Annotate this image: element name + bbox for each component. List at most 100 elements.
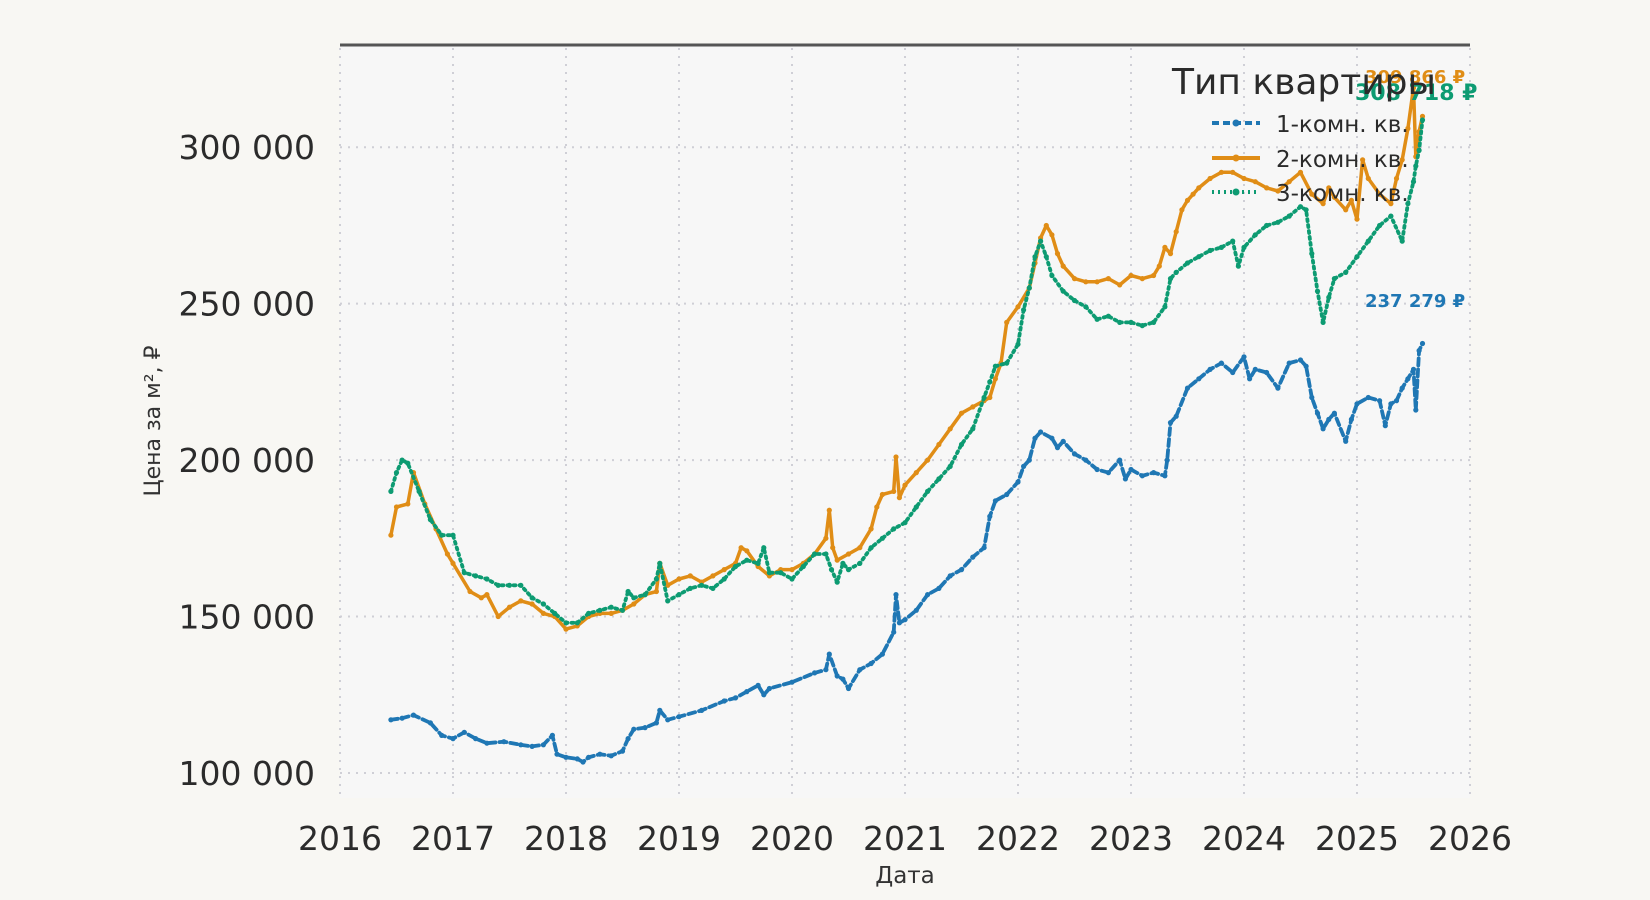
data-point <box>699 707 705 714</box>
data-point <box>1297 169 1304 175</box>
data-point <box>1004 360 1010 366</box>
data-point <box>653 588 660 595</box>
data-point <box>834 557 840 563</box>
data-point <box>416 488 422 494</box>
data-point <box>1173 269 1179 275</box>
data-point <box>992 498 999 504</box>
data-point <box>879 535 886 541</box>
data-point <box>461 570 467 576</box>
data-point <box>789 679 795 685</box>
data-point <box>484 740 490 746</box>
data-point <box>1054 251 1061 257</box>
x-axis-ticks: 2016 2017 2018 2019 2020 2021 2022 2023 2024 2025… <box>298 819 1512 858</box>
data-point <box>529 595 535 601</box>
data-point <box>1377 398 1383 404</box>
data-point <box>1151 272 1157 279</box>
data-point <box>1354 401 1360 407</box>
data-point <box>710 573 716 579</box>
data-point <box>925 592 931 598</box>
data-point <box>1405 376 1411 382</box>
data-point <box>467 588 473 595</box>
data-point <box>1343 438 1349 444</box>
data-point <box>554 751 560 757</box>
data-point <box>676 592 682 598</box>
data-point <box>1083 279 1089 285</box>
data-point <box>1354 216 1360 222</box>
data-point <box>893 592 899 598</box>
data-point <box>478 595 484 601</box>
data-point <box>1218 169 1224 175</box>
data-point <box>1049 435 1055 441</box>
x-tick-label: 2021 <box>863 819 947 858</box>
data-point <box>597 751 603 757</box>
data-point <box>840 560 846 567</box>
data-point <box>653 720 660 726</box>
data-point <box>947 426 953 432</box>
data-point <box>1241 175 1247 182</box>
data-point <box>1410 179 1417 185</box>
data-point <box>1264 369 1270 376</box>
data-point <box>1207 366 1213 372</box>
data-point <box>625 588 631 595</box>
data-point <box>1331 410 1337 416</box>
data-point <box>1054 445 1061 451</box>
data-point <box>393 504 400 510</box>
data-point <box>405 460 411 466</box>
data-point <box>1343 269 1349 275</box>
data-point <box>1015 304 1021 310</box>
data-point <box>1105 470 1111 476</box>
data-point <box>399 457 405 463</box>
data-point <box>1354 254 1360 260</box>
data-point <box>913 504 919 510</box>
data-point <box>1410 85 1417 91</box>
data-point <box>1297 357 1304 363</box>
data-point <box>1162 244 1168 250</box>
data-point <box>1173 413 1179 419</box>
data-point <box>1164 457 1170 463</box>
x-tick-label: 2024 <box>1202 819 1286 858</box>
data-point <box>1167 420 1174 426</box>
data-point <box>1139 276 1145 282</box>
data-point <box>789 576 795 582</box>
data-point <box>1230 169 1236 175</box>
data-point <box>529 743 535 750</box>
legend-label: 3-комн. кв. <box>1276 181 1409 207</box>
data-point <box>766 685 773 692</box>
data-point <box>987 513 993 520</box>
data-point <box>619 748 626 754</box>
data-point <box>1032 435 1038 441</box>
data-point <box>484 576 490 582</box>
data-point <box>1071 451 1078 457</box>
data-point <box>1179 207 1185 213</box>
data-point <box>1094 316 1100 322</box>
data-point <box>676 576 682 582</box>
data-point <box>830 545 836 551</box>
data-point <box>388 717 394 723</box>
data-point <box>826 507 832 513</box>
data-point <box>1286 213 1292 219</box>
data-point <box>732 563 739 570</box>
data-point <box>1241 244 1247 250</box>
data-point <box>676 714 682 720</box>
data-point <box>958 567 965 573</box>
data-point <box>1083 457 1089 463</box>
end-labels: 237 279 ₽ 309 866 ₽308 718 ₽ <box>1355 67 1477 312</box>
data-point <box>1207 175 1213 182</box>
data-point <box>1388 213 1394 219</box>
legend: Тип квартиры 1-комн. кв. 2-комн. кв. 3-ком… <box>1171 62 1436 207</box>
data-point <box>1314 410 1321 416</box>
data-point <box>1139 473 1145 479</box>
data-point <box>657 707 663 714</box>
data-point <box>586 754 592 760</box>
data-point <box>552 610 558 617</box>
data-point <box>1026 285 1032 291</box>
grid-lines <box>339 48 1471 798</box>
data-point <box>597 607 603 613</box>
legend-marker <box>1232 154 1240 162</box>
data-point <box>444 551 450 557</box>
data-point <box>1218 244 1224 250</box>
data-point <box>828 567 835 573</box>
data-point <box>958 410 965 416</box>
data-point <box>1004 491 1010 498</box>
data-point <box>936 476 942 482</box>
